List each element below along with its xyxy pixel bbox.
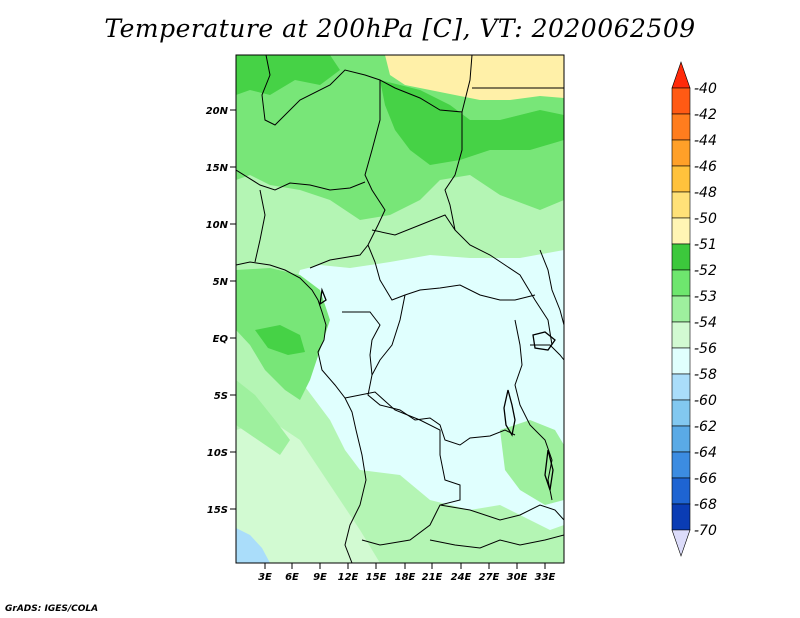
lon-label-15e: 15E: [366, 572, 387, 583]
lake-malawi: [544, 449, 554, 491]
colorbar-label: -53: [694, 289, 717, 305]
lat-label-5s: 5S: [214, 391, 228, 402]
colorbar-swatch: [671, 399, 691, 427]
sahel-borders: [261, 55, 553, 346]
lon-label-21e: 21E: [422, 572, 443, 583]
colorbar-label: -48: [694, 185, 717, 201]
lon-label-18e: 18E: [395, 572, 416, 583]
country-borders: [236, 55, 564, 563]
car-north-border: [371, 214, 456, 236]
field-band-51-northwest: [236, 55, 340, 95]
field-band-56-ocean: [236, 528, 270, 563]
colorbar: -40 -42 -44 -46 -48 -50 -51 -52 -53 -54 …: [671, 61, 717, 557]
colorbar-label: -51: [694, 237, 717, 253]
bioko-island: [319, 287, 327, 306]
lakes: [319, 287, 556, 491]
lat-label-20n: 20N: [206, 106, 229, 117]
lon-label-30e: 30E: [507, 572, 528, 583]
colorbar-label: -40: [694, 81, 717, 97]
colorbar-label: -42: [694, 107, 717, 123]
great-lakes-border: [514, 319, 553, 501]
field-band-50-sahara: [385, 55, 564, 100]
colorbar-swatch: [671, 139, 691, 167]
latitude-axis: 20N 15N 10N 5N EQ 5S 10S 15S: [206, 106, 236, 516]
colorbar-swatch: [671, 425, 691, 453]
colorbar-swatch: [671, 477, 691, 505]
temperature-field: [236, 55, 564, 563]
colorbar-label: -60: [694, 393, 717, 409]
lon-label-6e: 6E: [285, 572, 299, 583]
colorbar-swatch: [671, 165, 691, 193]
car-south-border: [367, 244, 536, 301]
lon-label-27e: 27E: [479, 572, 500, 583]
colorbar-swatch: [671, 217, 691, 245]
colorbar-swatch: [671, 451, 691, 479]
chad-sudan-border: [461, 55, 473, 113]
colorbar-label: -70: [694, 523, 717, 539]
zambia-border: [439, 504, 564, 521]
lake-victoria: [532, 331, 556, 351]
field-band-53-coast: [236, 380, 290, 455]
colorbar-swatch: [671, 87, 691, 115]
colorbar-label: -66: [694, 471, 717, 487]
lat-label-10s: 10S: [207, 448, 228, 459]
colorbar-swatch: [671, 191, 691, 219]
lat-label-15n: 15N: [206, 163, 229, 174]
lon-label-9e: 9E: [313, 572, 327, 583]
colorbar-label: -44: [694, 133, 717, 149]
lon-label-3e: 3E: [258, 572, 272, 583]
colorbar-swatch: [671, 295, 691, 323]
longitude-axis: 3E 6E 9E 12E 15E 18E 21E 24E 27E 30E 33E: [258, 563, 556, 583]
colorbar-swatch: [671, 503, 691, 531]
colorbar-label: -50: [694, 211, 717, 227]
lake-tanganyika: [503, 389, 516, 437]
field-band-51-gabon: [255, 325, 305, 355]
grads-credit: GrADS: IGES/COLA: [5, 604, 99, 614]
lat-label-5n: 5N: [213, 277, 229, 288]
colorbar-label: -56: [694, 341, 717, 357]
field-band-54-southwest: [236, 420, 380, 563]
atlantic-coastline: [236, 261, 367, 563]
colorbar-swatch: [671, 269, 691, 297]
lon-label-12e: 12E: [338, 572, 359, 583]
colorbar-arrow-bottom: [671, 529, 691, 557]
colorbar-label: -62: [694, 419, 717, 435]
colorbar-label: -64: [694, 445, 717, 461]
lat-label-15s: 15S: [207, 505, 228, 516]
colorbar-label: -68: [694, 497, 717, 513]
lat-label-10n: 10N: [206, 220, 229, 231]
colorbar-label: -46: [694, 159, 717, 175]
colorbar-swatch: [671, 243, 691, 271]
niger-nigeria-border: [309, 80, 386, 269]
benin-border: [254, 189, 266, 263]
colorbar-arrow-top: [671, 61, 691, 89]
field-band-54-congo: [360, 275, 520, 418]
congo-drc-border: [371, 294, 406, 376]
angola-border: [344, 391, 461, 546]
colorbar-swatch: [671, 113, 691, 141]
colorbar-label: -52: [694, 263, 717, 279]
lon-label-24e: 24E: [451, 572, 472, 583]
zimbabwe-border: [429, 534, 564, 549]
kenya-border: [530, 344, 564, 361]
colorbar-swatch: [671, 373, 691, 401]
colorbar-swatch: [671, 321, 691, 349]
map-title: Temperature at 200hPa [C], VT: 202006250…: [104, 14, 696, 43]
colorbar-label: -54: [694, 315, 717, 331]
colorbar-label: -58: [694, 367, 717, 383]
map-frame: [235, 54, 565, 564]
colorbar-swatch: [671, 347, 691, 375]
east-border: [539, 249, 564, 326]
lon-label-33e: 33E: [535, 572, 556, 583]
west-africa-border: [236, 169, 366, 191]
lat-label-eq: EQ: [213, 334, 229, 345]
